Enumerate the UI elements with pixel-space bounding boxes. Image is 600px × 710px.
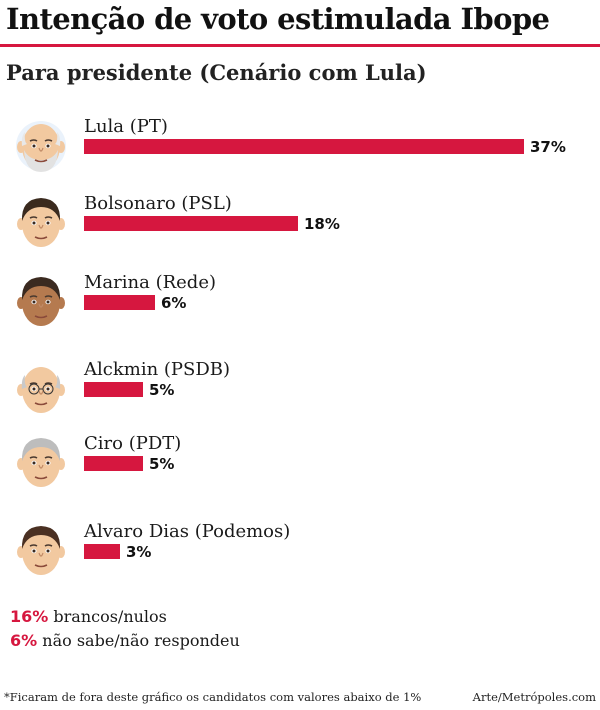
bar xyxy=(84,295,155,310)
candidate-face-icon xyxy=(17,526,65,575)
tick-label: Lula (PT) xyxy=(84,116,168,137)
data-label: 5% xyxy=(149,381,175,399)
tick-label: Alckmin (PSDB) xyxy=(84,359,231,380)
data-label: 5% xyxy=(149,455,175,473)
others-label: não sabe/não respondeu xyxy=(42,631,240,650)
data-label: 6% xyxy=(161,294,187,312)
bar xyxy=(84,216,298,231)
bar-row-alckmin-psdb: Alckmin (PSDB) 5% xyxy=(0,359,600,429)
chart-title: Intenção de voto estimulada Ibope xyxy=(6,2,550,36)
bar-row-bolsonaro-psl: Bolsonaro (PSL) 18% xyxy=(0,193,600,263)
tick-label: Bolsonaro (PSL) xyxy=(84,193,232,214)
bar xyxy=(84,544,120,559)
bar-row-lula-pt: Lula (PT) 37% xyxy=(0,116,600,186)
others-value: 6% xyxy=(10,631,38,650)
tick-label: Marina (Rede) xyxy=(84,272,216,293)
candidate-face-icon xyxy=(17,198,65,247)
bar-row-alvaro-dias-podemos: Alvaro Dias (Podemos) 3% xyxy=(0,521,600,591)
others-value: 16% xyxy=(10,607,49,626)
bar-row-marina-rede: Marina (Rede) 6% xyxy=(0,272,600,342)
tick-label: Ciro (PDT) xyxy=(84,433,182,454)
data-label: 3% xyxy=(126,543,152,561)
candidate-face-icon xyxy=(16,121,66,172)
tick-label: Alvaro Dias (Podemos) xyxy=(84,521,291,542)
credit: Arte/Metrópoles.com xyxy=(472,690,596,704)
candidate-face-icon xyxy=(17,367,65,413)
others-label: brancos/nulos xyxy=(53,607,167,626)
title-rule xyxy=(0,44,600,47)
others-item-blank: 16% brancos/nulos xyxy=(10,607,167,626)
bar-row-ciro-pdt: Ciro (PDT) 5% xyxy=(0,433,600,503)
bar xyxy=(84,456,143,471)
bar xyxy=(84,139,524,154)
bar xyxy=(84,382,143,397)
chart-subtitle: Para presidente (Cenário com Lula) xyxy=(6,60,427,85)
candidate-face-icon xyxy=(17,438,65,487)
data-label: 18% xyxy=(304,215,340,233)
others-item-undecided: 6% não sabe/não respondeu xyxy=(10,631,240,650)
candidate-face-icon xyxy=(17,277,65,326)
footnote: *Ficaram de fora deste gráfico os candid… xyxy=(4,690,422,704)
data-label: 37% xyxy=(530,138,566,156)
